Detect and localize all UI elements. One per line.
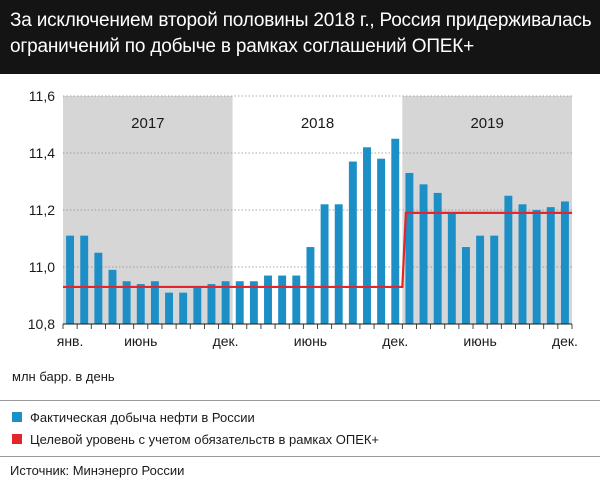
bar (235, 281, 244, 324)
bar (320, 204, 329, 324)
x-tick-label: дек. (382, 333, 408, 349)
bar (221, 281, 230, 324)
year-label: 2017 (131, 115, 164, 132)
title-line-1: За исключением второй половины 2018 г., … (10, 10, 592, 31)
bar (150, 281, 159, 324)
chart-title: За исключением второй половины 2018 г., … (0, 0, 600, 74)
bar (122, 281, 131, 324)
legend-label-production: Фактическая добыча нефти в России (30, 409, 255, 425)
bar (193, 286, 202, 324)
bar (546, 207, 555, 324)
bar (94, 252, 103, 324)
bar (207, 284, 216, 324)
bar (560, 201, 569, 324)
bar (264, 275, 272, 324)
bar (363, 147, 371, 324)
bar (377, 158, 386, 324)
bar (447, 212, 456, 324)
bar (405, 172, 414, 324)
bar (292, 275, 301, 324)
bar (504, 195, 513, 324)
bar-chart: 2017 2018 2019 10,8 11,0 11,2 11,4 11,6 янв. июнь… (28, 88, 578, 349)
x-tick-label: дек. (552, 333, 578, 349)
legend-label-target: Целевой уровень с учетом обязательств в … (30, 431, 380, 447)
title-line-2: ограничений по добыче в рамках соглашени… (10, 36, 475, 57)
bar (278, 275, 287, 324)
x-tick-label: июнь (294, 333, 327, 349)
y-tick-label: 11,0 (29, 259, 55, 275)
legend-swatch-bar (12, 412, 22, 422)
y-tick-label: 10,8 (28, 316, 55, 332)
target-line (63, 211, 572, 289)
x-tick-label: янв. (57, 333, 84, 349)
bar (249, 281, 258, 324)
bar (391, 138, 400, 324)
source-note: Источник: Минэнерго России (0, 456, 600, 478)
bar (348, 161, 357, 324)
bar (66, 235, 75, 324)
bar (490, 235, 499, 324)
bar (419, 184, 428, 324)
bar (80, 235, 89, 324)
x-tick-label: июнь (463, 333, 496, 349)
year-label: 2018 (301, 115, 334, 132)
legend: Фактическая добыча нефти в России Целево… (12, 406, 592, 450)
divider (0, 400, 600, 401)
bar (461, 247, 470, 324)
bar (334, 204, 343, 324)
x-tick-label: дек. (213, 333, 239, 349)
y-tick-label: 11,4 (29, 145, 55, 161)
bar (433, 192, 442, 324)
bar (518, 204, 527, 324)
legend-swatch-line (12, 434, 22, 444)
bar (136, 284, 145, 324)
bar (179, 292, 188, 324)
unit-label: млн барр. в день (12, 369, 115, 384)
bar (532, 210, 541, 324)
y-tick-label: 11,6 (29, 88, 55, 104)
legend-item-target: Целевой уровень с учетом обязательств в … (12, 428, 592, 450)
legend-item-production: Фактическая добыча нефти в России (12, 406, 592, 428)
year-label: 2019 (470, 115, 503, 132)
y-tick-label: 11,2 (29, 202, 55, 218)
bar (108, 269, 117, 324)
bar (306, 247, 315, 324)
x-tick-label: июнь (124, 333, 157, 349)
bar (476, 235, 485, 324)
bar (165, 292, 174, 324)
